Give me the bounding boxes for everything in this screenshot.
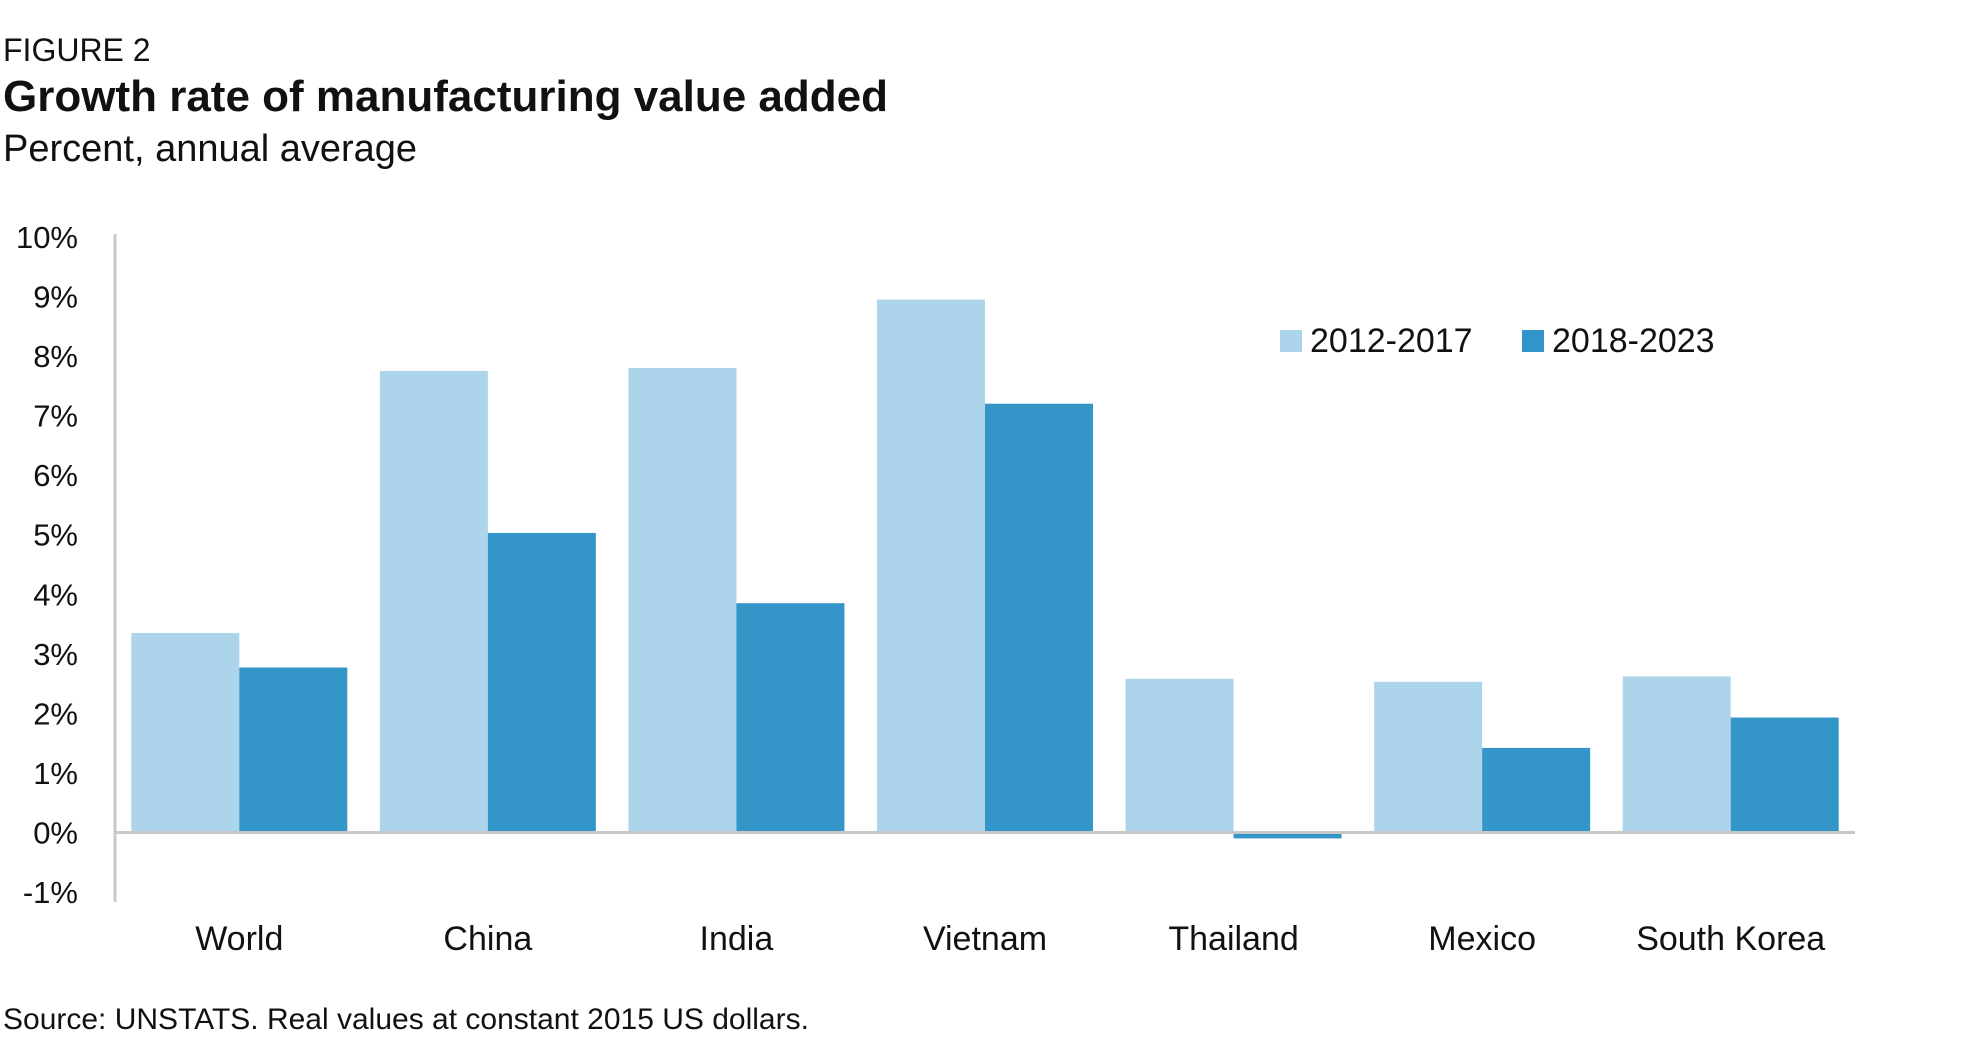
- x-tick-label: Mexico: [1428, 920, 1536, 958]
- bar-india-2018-2023: [736, 603, 845, 833]
- x-tick-label: India: [700, 920, 774, 958]
- bar-china-2018-2023: [487, 532, 596, 833]
- chart-title: Growth rate of manufacturing value added: [3, 72, 889, 121]
- bar-chart: -1% 0% 1% 2% 3% 4% 5% 6% 7% 8% 9% 10% World China Indi…: [16, 220, 1855, 958]
- bar-south-korea-2018-2023: [1730, 717, 1839, 833]
- legend-label: 2018-2023: [1552, 322, 1715, 360]
- legend-swatch-2012-2017: [1280, 330, 1302, 352]
- bar-india-2012-2017: [628, 368, 737, 833]
- chart-header: FIGURE 2 Growth rate of manufacturing va…: [3, 30, 888, 174]
- bar-vietnam-2018-2023: [985, 403, 1093, 833]
- bar-mexico-2012-2017: [1374, 681, 1483, 833]
- y-tick-label: 0%: [33, 815, 78, 850]
- legend-label: 2012-2017: [1310, 322, 1473, 360]
- x-tick-label: Thailand: [1168, 920, 1298, 958]
- source-note: Source: UNSTATS. Real values at constant…: [3, 1003, 809, 1036]
- y-tick-label: 4%: [33, 577, 78, 612]
- y-tick-label: 1%: [33, 756, 78, 791]
- y-tick-label: 10%: [16, 220, 78, 255]
- bar-china-2012-2017: [379, 370, 488, 833]
- bar-vietnam-2012-2017: [877, 299, 985, 833]
- y-tick-label: 9%: [33, 280, 78, 315]
- y-tick-label: 7%: [33, 399, 78, 434]
- x-tick-label: China: [443, 920, 532, 958]
- bar-world-2018-2023: [239, 667, 348, 833]
- y-tick-label: 6%: [33, 458, 78, 493]
- y-tick-label: -1%: [23, 875, 78, 910]
- bar-thailand-2012-2017: [1125, 678, 1234, 833]
- y-tick-label: 8%: [33, 339, 78, 374]
- chart-subtitle: Percent, annual average: [3, 128, 418, 170]
- y-tick-label: 5%: [33, 518, 78, 553]
- x-tick-label: South Korea: [1636, 920, 1825, 958]
- x-tick-label: World: [195, 920, 283, 958]
- y-tick-label: 3%: [33, 637, 78, 672]
- x-tick-label: Vietnam: [923, 920, 1047, 958]
- bar-world-2012-2017: [131, 632, 240, 833]
- legend-swatch-2018-2023: [1522, 330, 1544, 352]
- bar-south-korea-2012-2017: [1622, 676, 1731, 833]
- y-tick-label: 2%: [33, 696, 78, 731]
- bar-thailand-2018-2023: [1233, 832, 1342, 839]
- bar-mexico-2018-2023: [1482, 747, 1591, 833]
- figure-label: FIGURE 2: [3, 32, 151, 68]
